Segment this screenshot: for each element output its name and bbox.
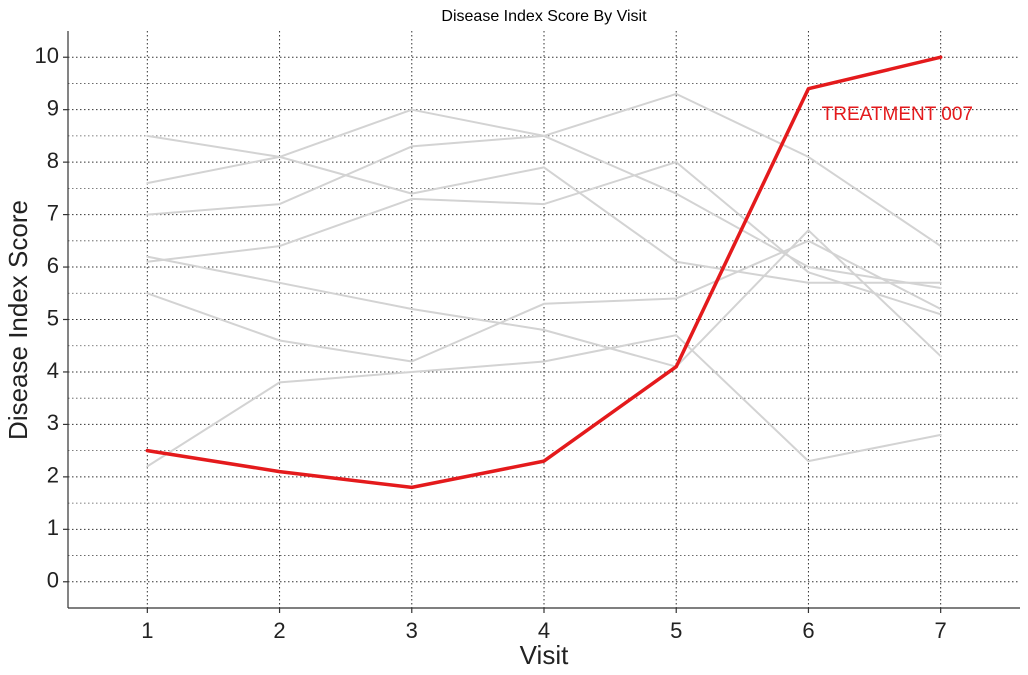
x-tick-label: 3 — [406, 618, 418, 643]
annotation-label: TREATMENT 007 — [822, 104, 973, 125]
x-tick-label: 4 — [538, 618, 550, 643]
chart-title: Disease Index Score By Visit — [441, 8, 647, 25]
annotations: TREATMENT 007 — [822, 104, 973, 125]
y-tick-label: 0 — [47, 568, 59, 593]
background-series — [146, 92, 942, 468]
y-axis-title: Disease Index Score — [3, 200, 33, 440]
background-series-line-6 — [146, 239, 942, 363]
y-tick-label: 4 — [47, 358, 59, 383]
y-tick-label: 6 — [47, 253, 59, 278]
x-tick-label: 6 — [802, 618, 814, 643]
x-tick-label: 2 — [273, 618, 285, 643]
y-tick-label: 3 — [47, 410, 59, 435]
y-tick-label: 7 — [47, 200, 59, 225]
highlighted-series-line — [145, 55, 943, 490]
background-series-line-7 — [146, 334, 942, 468]
background-series-line-5 — [146, 229, 942, 368]
y-tick-label: 1 — [47, 515, 59, 540]
y-tick-label: 8 — [47, 148, 59, 173]
x-tick-label: 1 — [141, 618, 153, 643]
y-tick-label: 5 — [47, 305, 59, 330]
background-series-line-1 — [146, 134, 942, 284]
y-tick-label: 2 — [47, 463, 59, 488]
highlighted-series — [145, 55, 943, 490]
y-tick-label: 10 — [35, 43, 59, 68]
y-tick-label: 9 — [47, 95, 59, 120]
x-tick-label: 7 — [935, 618, 947, 643]
x-axis-title: Visit — [520, 640, 569, 670]
background-series-line-4 — [146, 161, 942, 316]
background-series-line-3 — [146, 134, 942, 289]
tick-labels: 0 1 2 3 4 5 6 7 8 9 10 1 2 3 4 5 6 7 — [35, 43, 947, 643]
x-tick-label: 5 — [670, 618, 682, 643]
